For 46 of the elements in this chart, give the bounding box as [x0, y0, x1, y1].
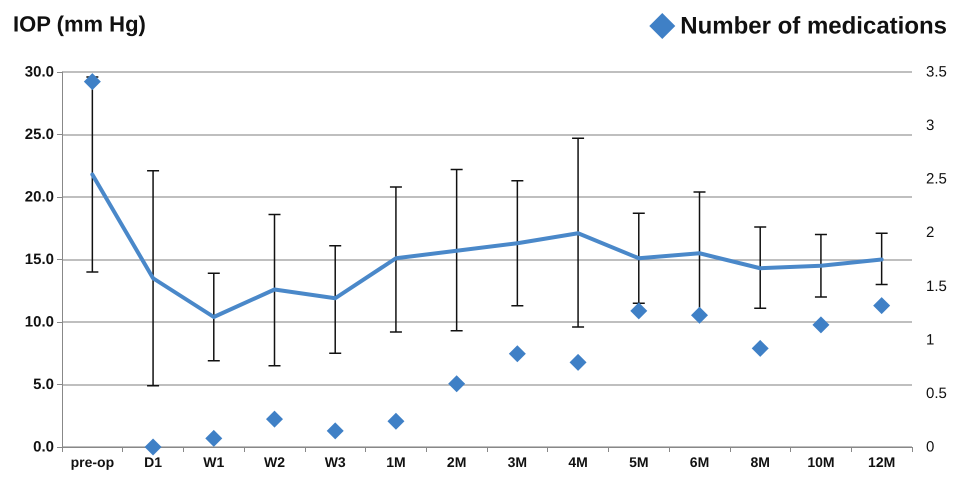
x-tick-label: W2: [264, 454, 286, 470]
x-tick-label: 4M: [568, 454, 588, 470]
y-tick-label: 20.0: [24, 188, 54, 206]
x-tick-label: 10M: [807, 454, 835, 470]
x-tick-label: 2M: [446, 454, 466, 470]
y2-tick-label: 0: [926, 438, 934, 456]
y-tick-label: 5.0: [33, 376, 54, 393]
y2-tick-label: 3: [926, 117, 934, 134]
y2-tick-label: 1.5: [926, 278, 947, 295]
y-axis-title: IOP (mm Hg): [13, 12, 146, 36]
point: [570, 354, 587, 371]
y2-tick-label: 3.5: [926, 64, 947, 80]
legend-label: Number of medications: [680, 12, 948, 40]
y-tick-label: 30.0: [24, 64, 54, 80]
x-tick-label: 8M: [750, 454, 770, 470]
point: [266, 410, 283, 428]
x-tick-label: 12M: [868, 454, 896, 470]
y-tick-label: 15.0: [24, 251, 54, 268]
y-tick-label: 0.0: [33, 438, 54, 456]
point: [144, 438, 162, 456]
x-tick-label: W1: [203, 454, 224, 470]
y2-tick-label: 2: [926, 224, 934, 242]
line-series: [90, 172, 884, 319]
point: [691, 306, 708, 324]
x-tick-label: 3M: [508, 454, 528, 470]
y-tick-label: 10.0: [24, 314, 54, 330]
x-tick-label: 6M: [690, 454, 710, 470]
y2-tick-label: 0.5: [926, 384, 947, 402]
x-tick-label: pre-op: [70, 454, 114, 470]
y-tick-label: 25.0: [24, 126, 54, 143]
x-tick-label: W3: [324, 454, 346, 470]
point: [873, 297, 890, 314]
point: [630, 302, 648, 320]
x-tick-label: D1: [144, 454, 162, 470]
point: [326, 422, 344, 440]
x-tick-label: 1M: [386, 454, 406, 470]
point: [812, 316, 830, 334]
y2-tick-label: 2.5: [926, 170, 947, 188]
point: [387, 412, 404, 430]
x-tick-label: 5M: [629, 454, 649, 470]
point: [448, 375, 466, 392]
point: [84, 73, 101, 90]
y2-tick-label: 1: [926, 331, 934, 348]
point: [752, 340, 769, 357]
point: [508, 345, 526, 362]
point: [205, 430, 222, 447]
